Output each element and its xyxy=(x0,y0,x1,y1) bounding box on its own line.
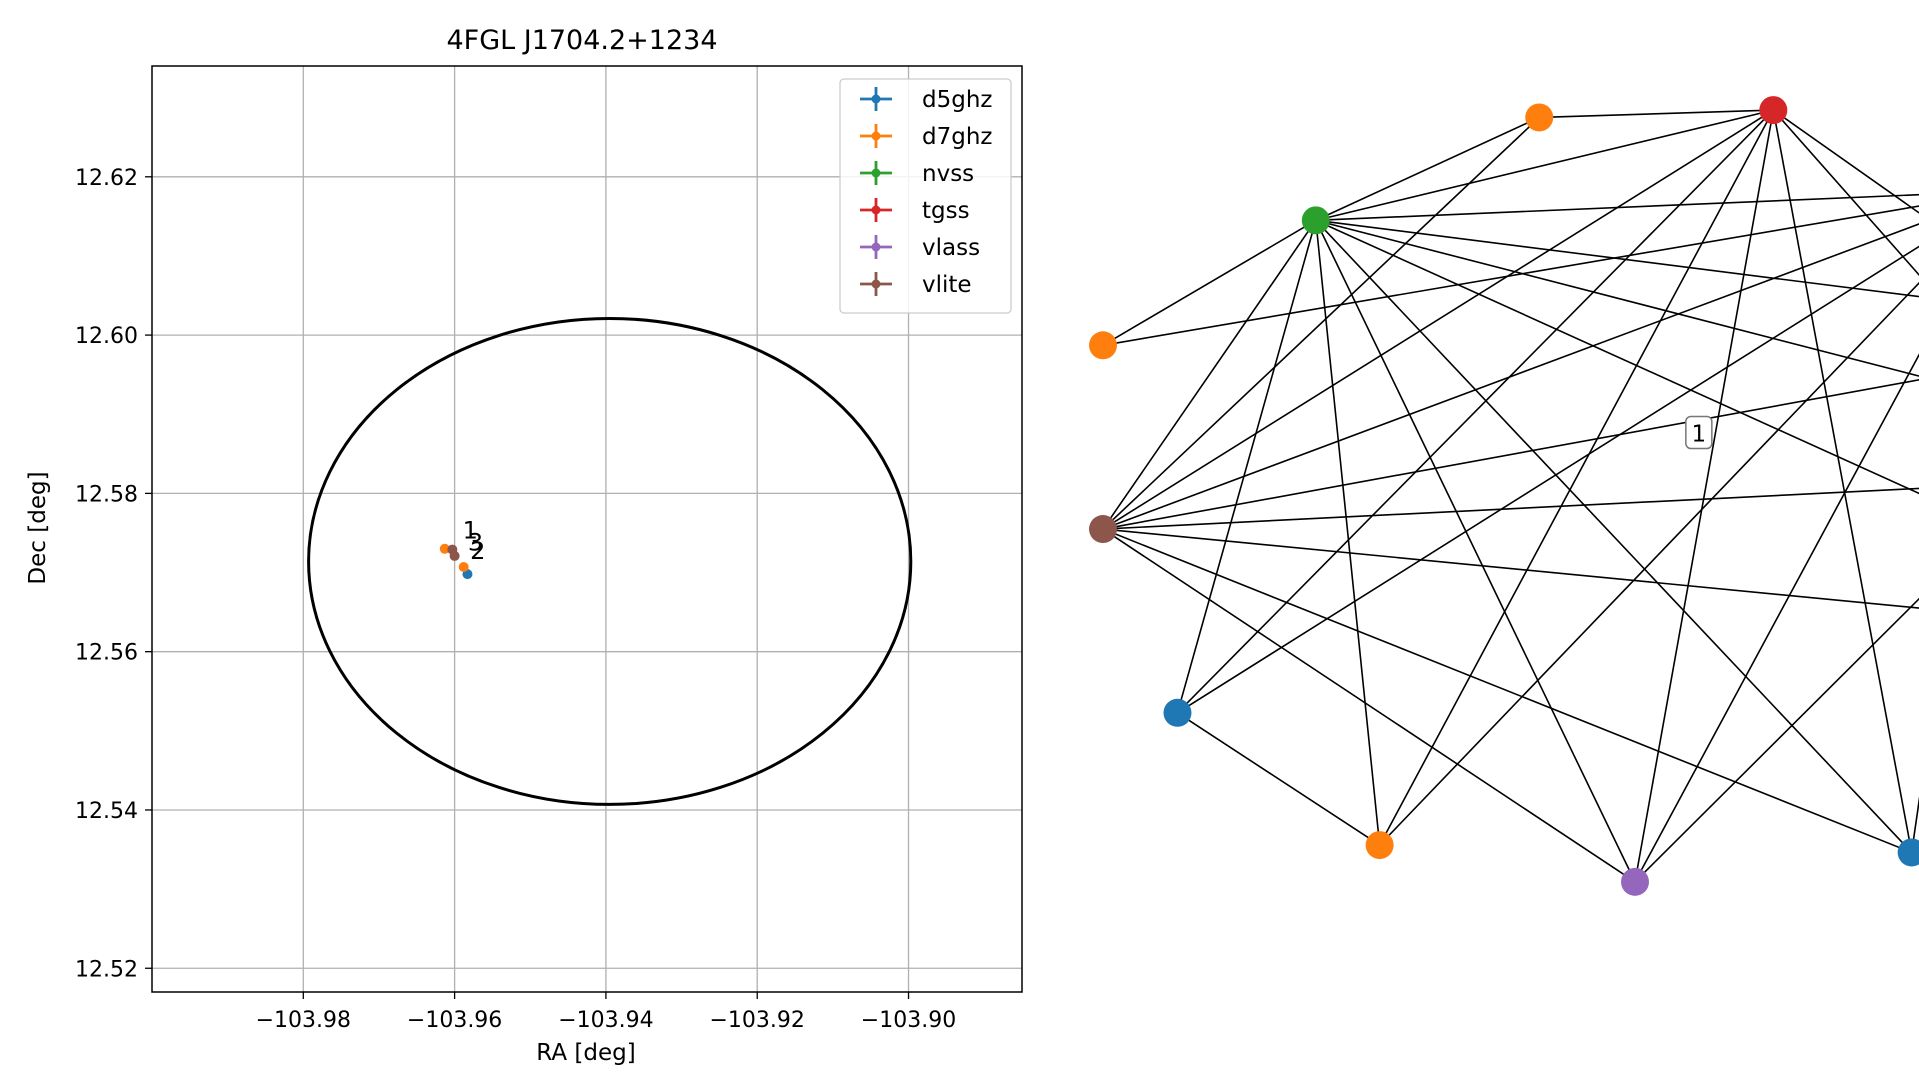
x-tick-label: −103.92 xyxy=(710,1008,805,1033)
network-edge xyxy=(1378,109,1775,846)
network-edge xyxy=(1634,353,1919,883)
y-tick-label: 12.58 xyxy=(75,482,138,507)
legend-label-nvss: nvss xyxy=(922,161,974,187)
position-error-ellipse xyxy=(307,316,913,806)
position-ellipse-layer xyxy=(307,316,913,806)
y-axis-label: Dec [deg] xyxy=(25,471,51,584)
legend-marker-vlass xyxy=(871,242,881,252)
legend-label-tgss: tgss xyxy=(922,198,970,224)
network-edge xyxy=(1315,219,1913,853)
network-edge xyxy=(1176,220,1317,714)
point-vlite xyxy=(449,550,460,561)
network-edge xyxy=(1102,379,1919,530)
network-node xyxy=(1089,331,1117,360)
network-node xyxy=(1163,698,1192,727)
legend-marker-d5ghz xyxy=(871,94,881,104)
network-edge xyxy=(1315,219,1919,495)
network-edge xyxy=(1539,109,1774,119)
y-tick-label: 12.52 xyxy=(75,957,138,982)
legend-marker-d7ghz xyxy=(871,131,881,141)
point-annotations-layer: 132 xyxy=(463,516,486,565)
legend-label-vlass: vlass xyxy=(922,235,980,261)
legend-label-vlite: vlite xyxy=(922,272,972,298)
plot-title: 4FGL J1704.2+1234 xyxy=(446,25,717,56)
network-edge xyxy=(1634,109,1775,882)
legend: d5ghz d7ghz nvss tgss vlass vlite xyxy=(839,78,1012,314)
network-edge xyxy=(1177,712,1381,846)
network-edge xyxy=(1102,223,1919,530)
network-label-box xyxy=(1685,415,1713,450)
network-edge xyxy=(1315,220,1636,883)
axis-ticks-layer: −103.98 −103.96 −103.94 −103.92 −103.90 12.52… xyxy=(75,166,956,1033)
network-edge xyxy=(1102,487,1919,530)
network-edge xyxy=(1102,528,1636,883)
network-edge xyxy=(1102,219,1317,346)
network-edge xyxy=(1315,109,1774,222)
point-d7ghz xyxy=(439,543,450,554)
x-axis-label: RA [deg] xyxy=(536,1040,635,1066)
network-node xyxy=(1897,838,1919,867)
y-tick-label: 12.62 xyxy=(75,166,138,191)
x-tick-label: −103.98 xyxy=(256,1008,351,1033)
legend-marker-vlite xyxy=(871,279,881,289)
network-edge xyxy=(1379,281,1919,846)
network-edge xyxy=(1102,528,1912,854)
y-tick-label: 12.56 xyxy=(75,641,138,666)
y-tick-label: 12.54 xyxy=(75,799,138,824)
network-node xyxy=(1301,206,1330,235)
network-node xyxy=(1621,867,1649,896)
association-network-graph: 132 xyxy=(1089,96,1919,896)
network-label: 1 xyxy=(1692,422,1707,448)
y-tick-label: 12.60 xyxy=(75,324,138,349)
point-annotation: 2 xyxy=(470,537,485,565)
network-edge xyxy=(1315,116,1540,222)
legend-label-d5ghz: d5ghz xyxy=(922,87,992,113)
network-edge xyxy=(1315,219,1919,298)
point-d7ghz xyxy=(458,561,469,572)
network-edge xyxy=(1176,109,1774,714)
axes-frame xyxy=(151,65,1023,993)
ra-dec-scatter-plot: 132 −103.98 −103.96 −103.94 −103.92 −103.90 1… xyxy=(25,25,1023,1066)
network-node xyxy=(1365,831,1394,860)
source-points-layer xyxy=(439,543,473,580)
network-edge xyxy=(1102,116,1540,530)
network-node xyxy=(1759,96,1788,125)
network-labels-layer: 132 xyxy=(1685,415,1713,450)
x-tick-label: −103.96 xyxy=(407,1008,502,1033)
legend-box xyxy=(839,78,1012,314)
network-edge xyxy=(1772,109,1919,276)
network-node xyxy=(1525,103,1554,132)
network-nodes-layer xyxy=(1089,96,1919,896)
x-tick-label: −103.90 xyxy=(861,1008,956,1033)
x-tick-label: −103.94 xyxy=(558,1008,653,1033)
network-edge xyxy=(1315,193,1919,222)
network-edges-layer xyxy=(1102,109,1919,883)
legend-label-d7ghz: d7ghz xyxy=(922,124,992,150)
network-edge xyxy=(1102,528,1919,609)
network-edge xyxy=(1102,109,1774,530)
network-edge xyxy=(1102,219,1317,530)
point-annotation: 3 xyxy=(468,528,483,556)
network-edge xyxy=(1315,219,1919,377)
network-edge xyxy=(1315,220,1381,846)
point-annotation: 1 xyxy=(463,516,478,544)
network-edge xyxy=(1634,597,1919,883)
legend-marker-tgss xyxy=(871,205,881,215)
network-edge xyxy=(1772,109,1919,214)
network-edge xyxy=(1102,205,1919,347)
network-node xyxy=(1089,515,1117,544)
network-edge xyxy=(1177,245,1919,714)
network-edge xyxy=(1772,109,1913,853)
legend-marker-nvss xyxy=(871,168,881,178)
